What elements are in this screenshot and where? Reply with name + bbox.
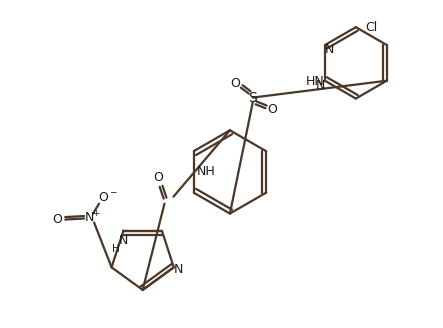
Text: H: H [112, 244, 119, 254]
Text: NH: NH [197, 165, 215, 178]
Text: O: O [154, 172, 163, 184]
Text: −: − [109, 187, 117, 196]
Text: O: O [268, 103, 277, 116]
Text: N: N [85, 211, 94, 224]
Text: N: N [315, 79, 325, 92]
Text: N: N [174, 263, 183, 276]
Text: O: O [230, 77, 240, 90]
Text: N: N [119, 234, 128, 247]
Text: S: S [249, 91, 257, 105]
Text: O: O [98, 191, 108, 204]
Text: N: N [325, 44, 334, 56]
Text: Cl: Cl [365, 21, 378, 34]
Text: HN: HN [305, 75, 324, 88]
Text: O: O [52, 213, 62, 226]
Text: +: + [92, 209, 100, 218]
